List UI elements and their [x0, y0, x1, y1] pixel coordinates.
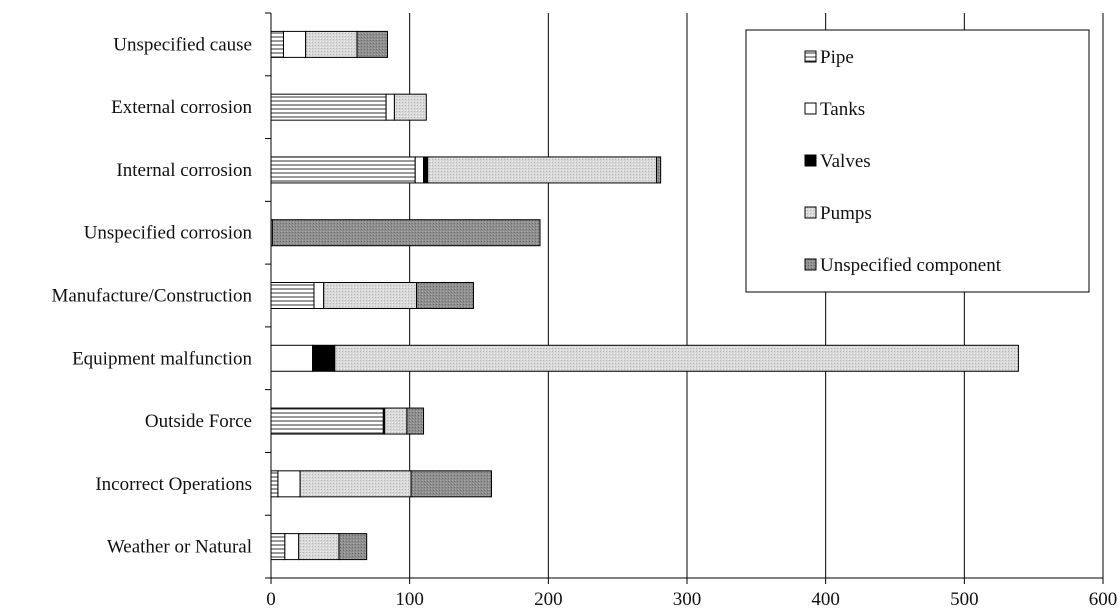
x-tick-label-5: 500	[950, 589, 979, 610]
category-label-5: Equipment malfunction	[72, 348, 252, 369]
category-label-4: Manufacture/Construction	[51, 286, 252, 307]
legend-swatch-0	[804, 50, 817, 63]
category-label-8: Weather or Natural	[107, 537, 252, 558]
bar-segment-7-4	[410, 470, 492, 498]
bar-segment-4-0	[270, 282, 315, 309]
bar-segment-3-4	[271, 219, 541, 247]
bar-segment-6-3	[384, 407, 408, 435]
legend-swatch-3	[804, 206, 817, 219]
legend-label-3: Pumps	[820, 203, 872, 224]
legend-label-2: Valves	[820, 151, 871, 172]
category-label-3: Unspecified corrosion	[84, 223, 253, 244]
axis-layer	[265, 12, 1104, 584]
bar-segment-0-0	[270, 30, 284, 58]
x-tick-label-4: 400	[811, 589, 840, 610]
bar-segment-8-1	[284, 533, 300, 561]
bar-segment-0-1	[282, 30, 307, 58]
legend-swatch-2	[804, 154, 817, 167]
legend-swatch-1	[804, 102, 817, 115]
bar-segment-5-1	[270, 344, 314, 372]
bar-segment-6-4	[406, 407, 425, 435]
bar-segment-8-3	[298, 533, 340, 561]
bar-segment-2-1	[414, 156, 425, 184]
bar-segment-1-1	[385, 93, 395, 121]
bar-segment-4-1	[313, 282, 325, 309]
legend-label-0: Pipe	[820, 47, 854, 68]
x-tick-label-2: 200	[534, 589, 563, 610]
bar-segment-7-3	[299, 470, 412, 498]
bar-segment-1-0	[270, 93, 387, 121]
category-label-0: Unspecified cause	[113, 34, 252, 55]
bars-layer	[270, 30, 1019, 561]
category-label-7: Incorrect Operations	[95, 474, 252, 495]
bar-segment-0-4	[356, 30, 388, 58]
bar-segment-2-4	[655, 156, 662, 184]
bar-segment-4-4	[416, 282, 474, 309]
bar-segment-5-3	[334, 344, 1019, 372]
bar-segment-2-0	[270, 156, 416, 184]
bar-segment-8-0	[270, 533, 286, 561]
bar-segment-5-2	[312, 344, 336, 372]
legend-box	[745, 29, 1090, 293]
legend-label-1: Tanks	[820, 99, 865, 120]
x-tick-label-1: 100	[395, 589, 424, 610]
bar-segment-4-3	[323, 282, 418, 309]
bar-segment-1-3	[393, 93, 427, 121]
bar-segment-7-0	[270, 470, 279, 498]
bar-segment-2-3	[427, 156, 657, 184]
labels-layer: Unspecified cause External corrosion Inter…	[51, 34, 1117, 610]
bar-segment-6-0	[270, 407, 384, 435]
legend-swatch-4	[804, 258, 817, 271]
bar-segment-0-3	[305, 30, 358, 58]
legend: Pipe Tanks Valves Pumps Unspecified componen…	[745, 29, 1090, 293]
bar-segment-8-4	[338, 533, 368, 561]
x-tick-label-3: 300	[673, 589, 702, 610]
x-tick-label-0: 0	[266, 589, 276, 610]
category-label-1: External corrosion	[111, 97, 252, 118]
x-tick-label-6: 600	[1089, 589, 1118, 610]
bar-segment-2-2	[423, 156, 429, 184]
category-label-2: Internal corrosion	[116, 160, 252, 181]
legend-label-4: Unspecified component	[820, 255, 1002, 276]
bar-segment-7-1	[277, 470, 301, 498]
category-label-6: Outside Force	[145, 411, 252, 432]
